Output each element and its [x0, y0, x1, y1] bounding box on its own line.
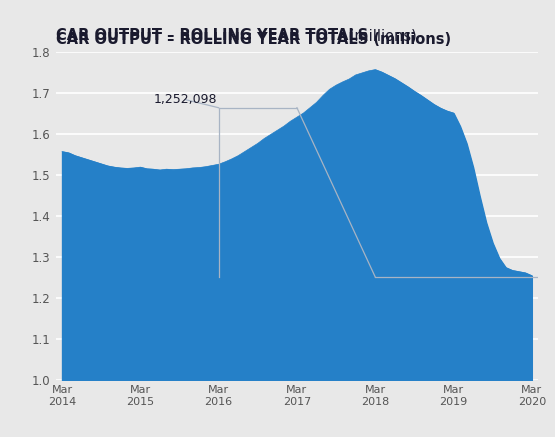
Text: CAR OUTPUT – ROLLING YEAR TOTALS: CAR OUTPUT – ROLLING YEAR TOTALS [56, 28, 368, 43]
Text: CAR OUTPUT – ROLLING YEAR TOTALS (millions): CAR OUTPUT – ROLLING YEAR TOTALS (millio… [56, 32, 451, 47]
Text: (millions): (millions) [344, 28, 417, 43]
Text: 1,252,098: 1,252,098 [153, 93, 219, 108]
